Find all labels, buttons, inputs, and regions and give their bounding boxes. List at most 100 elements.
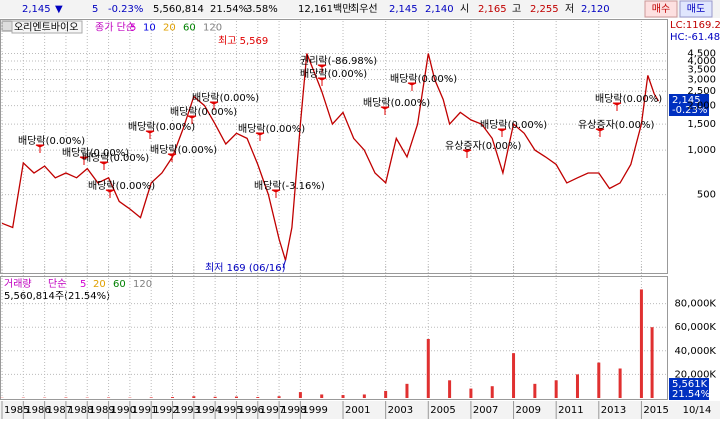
volume-bar [640, 289, 643, 398]
volume-bar [363, 394, 366, 398]
change: 5 [92, 4, 98, 15]
volume-bar [214, 397, 217, 398]
price: 2,145 [22, 4, 51, 15]
volume-bar [256, 397, 259, 398]
volume-bar [342, 395, 345, 398]
annotation: 권리락(-86.98%) [300, 55, 377, 67]
annotation: 배당락(-3.16%) [254, 180, 325, 192]
hc: HC:-61.48 [670, 32, 720, 43]
volume: 5,560,814 [153, 4, 204, 15]
annotation: 배당락(0.00%) [595, 93, 662, 105]
low-label: 최저 169 (06/16) [205, 262, 286, 274]
ma-name: 20 [163, 23, 176, 34]
y-tick-label: 60,000K [674, 322, 716, 333]
open: 2,165 [478, 4, 507, 15]
arrow: ▼ [55, 4, 63, 15]
volume-label: 거래량 [4, 278, 32, 290]
volume-bar [512, 353, 515, 398]
best-label: 최우선 [350, 3, 378, 15]
high-label: 최고 5,569 [218, 35, 268, 47]
x-tick-label: 2013 [601, 405, 626, 416]
volume-bar [150, 397, 153, 398]
y-tick-label: 1,500 [687, 119, 716, 130]
pane-icon[interactable] [2, 21, 12, 31]
y-tick-label: 1,000 [687, 145, 716, 156]
x-tick-label: 2007 [473, 405, 498, 416]
annotation: 배당락(0.00%) [238, 123, 305, 135]
y-tick-label: 2,000 [687, 101, 716, 112]
y-tick-label: 4,500 [687, 48, 716, 59]
ma-name: 10 [143, 23, 156, 34]
date-label: 10/14 [683, 405, 712, 416]
y-tick-label: 500 [697, 190, 716, 201]
volume-tag-rate: 21.54% [672, 389, 710, 400]
low-label: 저 [565, 3, 574, 15]
annotation: 유상증자(0.00%) [445, 140, 521, 152]
volume-bar [299, 392, 302, 398]
y-tick-label: 20,000K [674, 369, 716, 380]
ma-name: 120 [133, 279, 152, 290]
ma-name: 60 [183, 23, 196, 34]
volume-summary: 5,560,814주(21.54%) [4, 291, 110, 302]
volume-bar [576, 374, 579, 398]
y-tick-label: 40,000K [674, 346, 716, 357]
volume-bar [533, 384, 536, 398]
high: 2,255 [530, 4, 559, 15]
volume-bar [320, 394, 323, 398]
ask: 2,145 [389, 4, 418, 15]
sell-button-label[interactable]: 매도 [687, 3, 705, 15]
volume-bar [491, 386, 494, 398]
volume-bar [555, 380, 558, 398]
annotation: 배당락(0.00%) [480, 119, 547, 131]
y-tick-label: 80,000K [674, 299, 716, 310]
ma-name: 5 [80, 279, 86, 290]
annotation: 배당락(0.00%) [300, 68, 367, 80]
volume-bar [427, 339, 430, 398]
volume-bar [405, 384, 408, 398]
bid: 2,140 [425, 4, 454, 15]
volume-bar [384, 391, 387, 398]
ma-name: 120 [203, 23, 222, 34]
y-tick-label: 3,000 [687, 75, 716, 86]
annotation: 배당락(0.00%) [18, 135, 85, 147]
amount: 12,161백만 [298, 3, 351, 15]
volume-bar [192, 396, 195, 398]
x-tick-label: 2009 [516, 405, 541, 416]
annotation: 배당락(0.00%) [192, 92, 259, 104]
ma-name: 60 [113, 279, 126, 290]
annotation: 유상증자(0.00%) [578, 119, 654, 131]
low: 2,120 [581, 4, 610, 15]
volume-bar [651, 327, 654, 398]
y-tick-label: 2,500 [687, 86, 716, 97]
annotation: 배당락(0.00%) [88, 180, 155, 192]
annotation: 배당락(0.00%) [150, 144, 217, 156]
ma-label: 종가 단순 [95, 22, 135, 34]
ma-name: 5 [130, 23, 136, 34]
lc: LC:1169.23 [670, 20, 720, 31]
volume-bar [235, 397, 238, 398]
annotation: 배당락(0.00%) [363, 97, 430, 109]
buy-button-label[interactable]: 매수 [652, 3, 670, 15]
x-tick-label: 2005 [430, 405, 455, 416]
ma-name: 20 [93, 279, 106, 290]
x-tick-label: 2001 [345, 405, 370, 416]
volume-bar [469, 389, 472, 398]
annotation: 배당락(0.00%) [170, 106, 237, 118]
volume-bar [619, 369, 622, 399]
annotation: 배당락(0.00%) [390, 73, 457, 85]
x-tick-label: 2003 [388, 405, 413, 416]
open-label: 시 [460, 3, 469, 15]
high-label: 고 [512, 4, 521, 15]
volume-bar [171, 397, 174, 398]
annotation: 배당락(0.00%) [82, 152, 149, 164]
volume-bar [278, 396, 281, 398]
x-tick-label: 1999 [302, 405, 327, 416]
volume-ma-label: 단순 [48, 278, 66, 290]
x-tick-label: 2015 [643, 405, 668, 416]
turnover-rate: 3.58% [246, 4, 278, 15]
change-rate: -0.23% [108, 4, 143, 15]
volume-rate: 21.54% [210, 4, 248, 15]
x-tick-label: 2011 [558, 405, 583, 416]
